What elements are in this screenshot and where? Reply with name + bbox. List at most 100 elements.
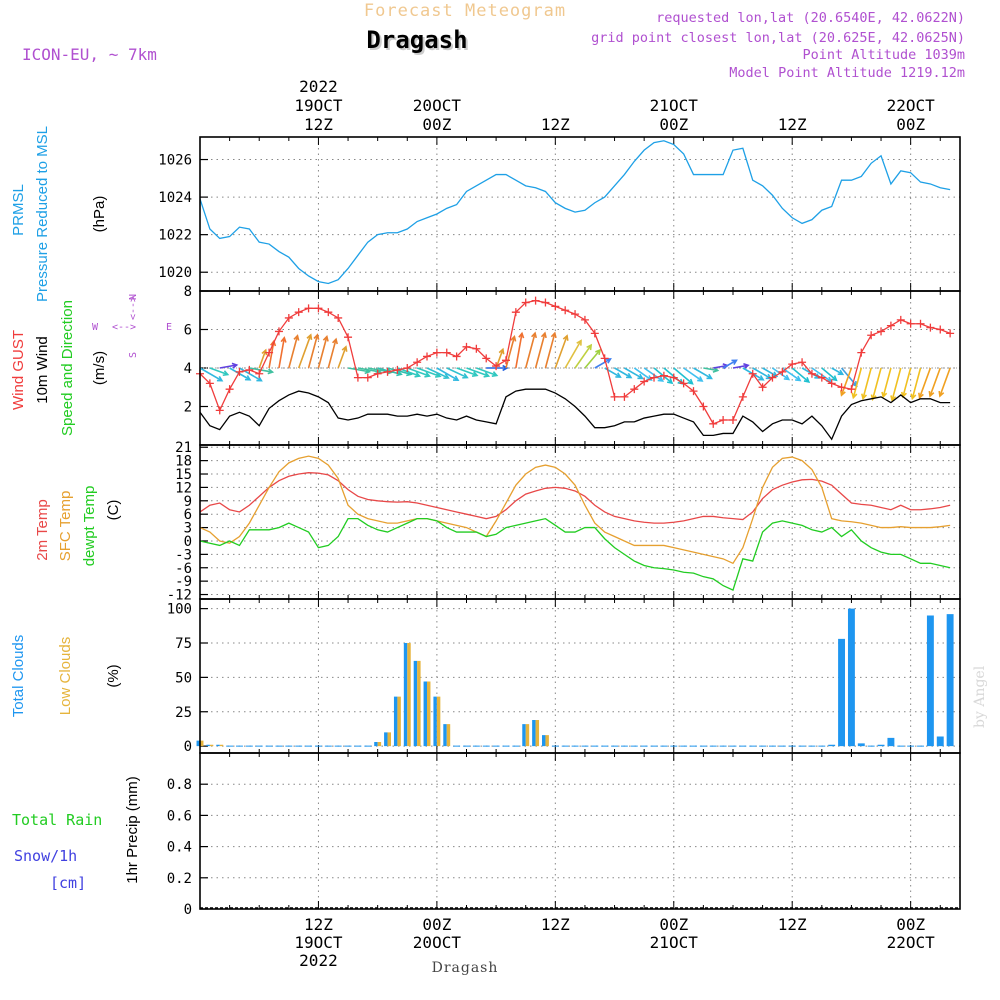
y-tick-label: 50 [175, 670, 192, 686]
wind-arrow-head [771, 371, 779, 377]
bottom-time-label: 00Z [422, 915, 451, 934]
wind-arrow [882, 367, 892, 397]
gust-marker [324, 308, 333, 317]
wind-arrow [862, 367, 872, 399]
wind-arrow [791, 367, 810, 383]
wind-arrow [288, 335, 299, 369]
wind-arrow-head [890, 395, 897, 402]
top-time-label: 00Z [896, 115, 925, 134]
gust-marker [827, 379, 836, 388]
compass-ns-arrow: <--> [128, 296, 139, 320]
gust-marker [926, 323, 935, 332]
y-tick-label: 15 [175, 467, 192, 483]
y-tick-label: 12 [175, 480, 192, 496]
wind-arrow [722, 359, 737, 369]
gust-marker [462, 342, 471, 351]
wind-arrow-head [502, 364, 509, 372]
gust-marker [413, 358, 422, 367]
gust-marker [896, 315, 905, 324]
gust-marker [946, 329, 955, 338]
top-time-label: 2022 [299, 77, 338, 96]
wind-arrow-head [293, 334, 300, 341]
y-tick-label: 2 [184, 400, 192, 416]
wind-arrow [821, 367, 837, 381]
gust-marker [265, 348, 274, 357]
gust-marker [492, 362, 501, 371]
y-tick-label: -3 [175, 547, 192, 563]
cloud-label-1: Total Clouds [10, 635, 27, 718]
wind-arrow-head [758, 375, 765, 381]
panel-clouds: 0 25 50 75 100 [167, 598, 961, 755]
gust-marker [679, 379, 688, 388]
low-cloud-bar [407, 643, 411, 747]
top-time-label: 20OCT [413, 96, 462, 115]
low-cloud-bar [446, 724, 451, 747]
wind-arrow [476, 367, 498, 377]
y-tick-label: 1022 [158, 228, 192, 244]
wind-arrow-head [576, 339, 582, 346]
total-cloud-bar [857, 743, 865, 747]
wind-arrow-head [414, 371, 422, 378]
gust-marker [659, 371, 668, 380]
gust-line [199, 299, 951, 425]
y-tick-label: 0.4 [167, 840, 192, 856]
panel-wind: 2 4 6 8 [184, 284, 961, 446]
gust-marker [294, 308, 303, 317]
total-cloud-bar [847, 608, 855, 747]
wind-arrow-head [244, 375, 252, 381]
wind-arrow [574, 344, 592, 369]
y-tick-label: 0 [184, 534, 192, 550]
wind-arrow [258, 349, 267, 369]
wind-arrow [426, 367, 449, 379]
wind-arrow-head [586, 343, 593, 351]
gust-marker [245, 365, 254, 374]
total-cloud-bar [374, 742, 378, 747]
wind-arrow-head [518, 331, 525, 339]
panel-pressure: 1020 1022 1024 1026 [158, 136, 961, 292]
total-cloud-bar [393, 696, 398, 747]
y-tick-label: 0.8 [167, 777, 192, 793]
y-tick-label: 6 [184, 323, 192, 339]
wind-arrow [456, 367, 478, 377]
gust-marker [640, 377, 649, 386]
compass-icon: N<-->SW <--> E [92, 294, 172, 358]
top-time-label: 00Z [659, 115, 688, 134]
gust-marker [521, 298, 530, 307]
y-tick-label: 18 [175, 454, 192, 470]
gust-marker [482, 354, 491, 363]
precip-unit: 1hr Precip (mm) [124, 776, 141, 884]
low-cloud-bar [535, 720, 540, 747]
total-cloud-bar [936, 736, 944, 747]
low-cloud-bar [545, 735, 549, 747]
gust-marker [472, 344, 481, 353]
wind-arrow [307, 334, 319, 369]
wind-arrow-head [928, 390, 935, 398]
compass-east: E [166, 322, 172, 333]
wind-arrow [436, 367, 459, 381]
wind-arrow-head [697, 376, 704, 382]
wind-arrow-head [615, 372, 622, 378]
gust-marker [393, 365, 402, 374]
gust-marker [857, 348, 866, 357]
gust-marker [403, 364, 412, 372]
gust-marker [669, 373, 678, 382]
total-cloud-bar [828, 744, 836, 747]
y-tick-label: 0 [184, 902, 192, 918]
gust-marker [344, 333, 353, 342]
wind-arrow-head [625, 372, 633, 379]
gust-marker [847, 385, 856, 394]
requested-coords: requested lon,lat (20.6540E, 42.0622N) [656, 10, 965, 26]
y-tick-label: 4 [184, 361, 192, 377]
low-cloud-bar [209, 744, 214, 747]
y-tick-label: 6 [184, 507, 192, 523]
watermark: by Angel [972, 665, 988, 728]
temp-label-2: SFC Temp [57, 491, 74, 562]
total-cloud-bar [206, 744, 210, 747]
gust-marker [383, 367, 392, 376]
wind-arrow [416, 367, 441, 378]
wind-arrow-head [256, 375, 263, 382]
wind-arrow-head [313, 333, 320, 340]
wind-arrow-head [306, 333, 313, 340]
wind-arrow-head [918, 392, 924, 400]
